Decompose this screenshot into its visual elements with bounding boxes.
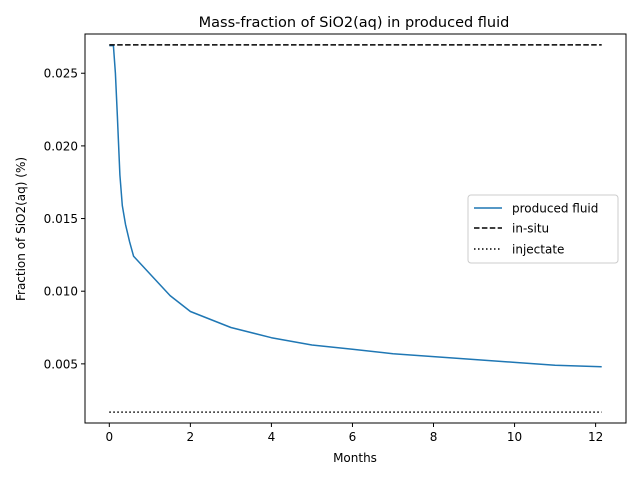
x-axis: 0 2 4 6 8 10 12 — [105, 423, 603, 444]
legend-label-injectate: injectate — [512, 243, 564, 257]
y-axis-label: Fraction of SiO2(aq) (%) — [14, 157, 28, 301]
y-tick-label: 0.005 — [44, 357, 78, 371]
series-layer — [109, 44, 602, 413]
x-tick-label: 12 — [588, 430, 603, 444]
x-tick-label: 8 — [430, 430, 438, 444]
x-tick-label: 6 — [349, 430, 357, 444]
x-tick-label: 4 — [268, 430, 276, 444]
y-axis: 0.005 0.010 0.015 0.020 0.025 — [44, 67, 85, 371]
axes-frame — [84, 33, 627, 424]
y-tick-label: 0.020 — [44, 139, 78, 153]
y-tick-label: 0.025 — [44, 67, 78, 81]
x-tick-label: 0 — [105, 430, 113, 444]
x-tick-label: 10 — [507, 430, 522, 444]
x-axis-label: Months — [333, 451, 377, 465]
legend-label-produced-fluid: produced fluid — [512, 202, 598, 216]
legend-frame — [467, 194, 619, 264]
series-line-produced-fluid — [109, 44, 602, 368]
chart-title: Mass-fraction of SiO2(aq) in produced fl… — [199, 15, 510, 31]
legend-label-in-situ: in-situ — [512, 222, 549, 236]
y-tick-label: 0.010 — [44, 285, 78, 299]
y-tick-label: 0.015 — [44, 212, 78, 226]
legend: produced fluid in-situ injectate — [467, 194, 619, 264]
x-tick-label: 2 — [187, 430, 195, 444]
